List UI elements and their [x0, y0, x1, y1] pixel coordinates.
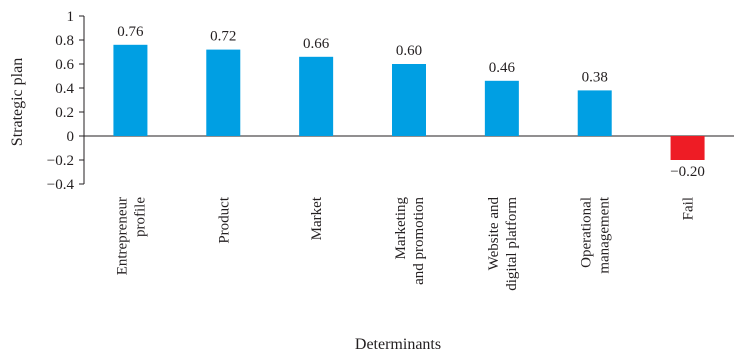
- category-label: Fail: [681, 197, 697, 220]
- category-label-line: management: [597, 196, 613, 273]
- data-label: 0.72: [210, 29, 236, 45]
- data-label: 0.46: [489, 60, 516, 76]
- bar: [670, 136, 705, 160]
- y-tick-label: 0.4: [55, 81, 74, 97]
- data-labels-group: 0.76 0.72 0.66 0.60 0.46 0.38 −0.20: [117, 24, 705, 180]
- category-label-line: Website and: [486, 197, 502, 271]
- bar: [299, 56, 334, 136]
- category-label: Market: [309, 196, 325, 240]
- y-tick-label: 0.6: [55, 57, 74, 73]
- category-label: Product: [216, 196, 232, 243]
- category-label-line: digital platform: [504, 197, 520, 291]
- y-tick-label: 0.2: [55, 105, 74, 121]
- bar: [577, 90, 612, 136]
- data-label: 0.38: [582, 69, 608, 85]
- category-label-line: Marketing: [393, 197, 409, 260]
- category-label: Marketing and promotion: [393, 197, 427, 285]
- category-label: Entrepreneur profile: [114, 197, 148, 276]
- y-ticks-group: 1 0.8 0.6 0.4 0.2 0 −0.2 −0.4: [47, 9, 84, 193]
- category-label: Operational management: [579, 196, 613, 273]
- y-tick-label: −0.2: [47, 153, 74, 169]
- bar: [484, 80, 519, 136]
- bar: [113, 44, 148, 136]
- bars-group: [113, 44, 705, 160]
- y-tick-label: 0.8: [55, 33, 74, 49]
- category-label-line: Product: [216, 196, 232, 243]
- y-axis-title: Strategic plan: [9, 58, 26, 146]
- data-label: −0.20: [670, 164, 705, 180]
- bar: [392, 64, 426, 136]
- y-tick-label: −0.4: [47, 177, 75, 193]
- category-label-line: and promotion: [411, 197, 427, 285]
- data-label: 0.76: [117, 24, 144, 40]
- category-labels-group: Entrepreneur profile Product Market Marketin…: [114, 196, 696, 291]
- category-label-line: Market: [309, 196, 325, 240]
- category-label-line: profile: [132, 197, 148, 237]
- data-label: 0.66: [303, 36, 330, 52]
- y-tick-label: 0: [67, 129, 75, 145]
- category-label-line: Entrepreneur: [114, 197, 130, 275]
- category-label: Website and digital platform: [486, 197, 520, 291]
- y-tick-label: 1: [67, 9, 75, 25]
- category-label-line: Fail: [681, 197, 697, 220]
- data-label: 0.60: [396, 43, 422, 59]
- bar: [206, 49, 241, 136]
- category-label-line: Operational: [579, 197, 595, 268]
- x-axis-title: Determinants: [355, 336, 441, 353]
